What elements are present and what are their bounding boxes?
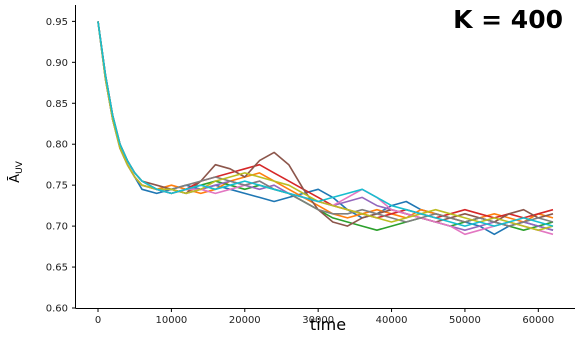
- y-tick-label: 0.90: [46, 58, 68, 69]
- y-axis-label-sub: UV: [15, 160, 25, 174]
- series-line-10: [97, 21, 554, 227]
- x-tick-label: 0: [95, 315, 101, 326]
- chart-annotation: K = 400: [453, 5, 563, 34]
- y-axis-label: ĀUV: [8, 160, 25, 182]
- series-line-8: [97, 21, 554, 227]
- y-tick-label: 0.95: [46, 17, 68, 28]
- series-layer: [97, 21, 554, 236]
- x-tick-label: 60000: [522, 315, 554, 326]
- y-tick-label: 0.75: [46, 181, 68, 192]
- series-line-9: [97, 21, 554, 231]
- tick-layer: 0.60 0.65 0.70 0.75 0.80 0.85 0.90 0.95 0 10000 20…: [46, 17, 554, 326]
- y-tick-label: 0.65: [46, 263, 68, 274]
- y-tick-label: 0.60: [46, 304, 68, 315]
- x-tick-label: 50000: [449, 315, 481, 326]
- x-tick-label: 30000: [302, 315, 334, 326]
- y-tick-label: 0.80: [46, 140, 68, 151]
- axes-layer: [75, 5, 575, 309]
- y-tick-label: 0.70: [46, 222, 68, 233]
- y-tick-label: 0.85: [46, 99, 68, 110]
- x-tick-label: 20000: [229, 315, 261, 326]
- svg-text:ĀUV: ĀUV: [8, 160, 25, 182]
- x-tick-label: 10000: [155, 315, 187, 326]
- y-axis-label-main: Ā: [8, 174, 23, 183]
- x-tick-label: 40000: [376, 315, 408, 326]
- series-line-6: [97, 21, 554, 227]
- x-axis-label: time: [310, 315, 346, 334]
